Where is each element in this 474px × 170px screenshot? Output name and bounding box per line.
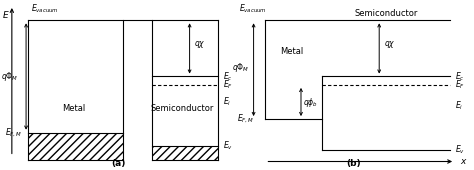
Text: (a): (a) — [111, 159, 126, 168]
Bar — [28, 133, 123, 160]
Text: $q\Phi_M$: $q\Phi_M$ — [1, 70, 19, 83]
Text: Metal: Metal — [280, 47, 303, 55]
Text: Semiconductor: Semiconductor — [355, 9, 418, 18]
Text: $E_{vacuum}$: $E_{vacuum}$ — [31, 3, 59, 15]
Text: $q\chi$: $q\chi$ — [194, 39, 206, 50]
Text: $E_i$: $E_i$ — [455, 99, 463, 112]
Text: $E$: $E$ — [2, 8, 9, 20]
Text: $q\phi_b$: $q\phi_b$ — [303, 96, 319, 109]
Text: $E_v$: $E_v$ — [455, 143, 465, 156]
Text: $x$: $x$ — [460, 157, 467, 166]
Text: $E_F$: $E_F$ — [223, 79, 233, 91]
Text: $E_c$: $E_c$ — [223, 70, 232, 83]
Text: $E_v$: $E_v$ — [223, 140, 233, 152]
Text: Semiconductor: Semiconductor — [151, 104, 214, 113]
Text: $q\Phi_M$: $q\Phi_M$ — [232, 62, 250, 74]
Text: (b): (b) — [346, 159, 360, 168]
Text: $E_{F,M}$: $E_{F,M}$ — [237, 113, 254, 125]
Text: $E_{F,M}$: $E_{F,M}$ — [5, 126, 22, 139]
Text: $E_{vacuum}$: $E_{vacuum}$ — [239, 3, 267, 15]
Text: $q\chi$: $q\chi$ — [384, 39, 395, 50]
Text: $E_F$: $E_F$ — [455, 79, 465, 91]
Text: $E_c$: $E_c$ — [455, 70, 465, 83]
Text: $E_i$: $E_i$ — [223, 96, 231, 108]
Text: Metal: Metal — [62, 104, 85, 113]
Bar — [152, 146, 218, 160]
